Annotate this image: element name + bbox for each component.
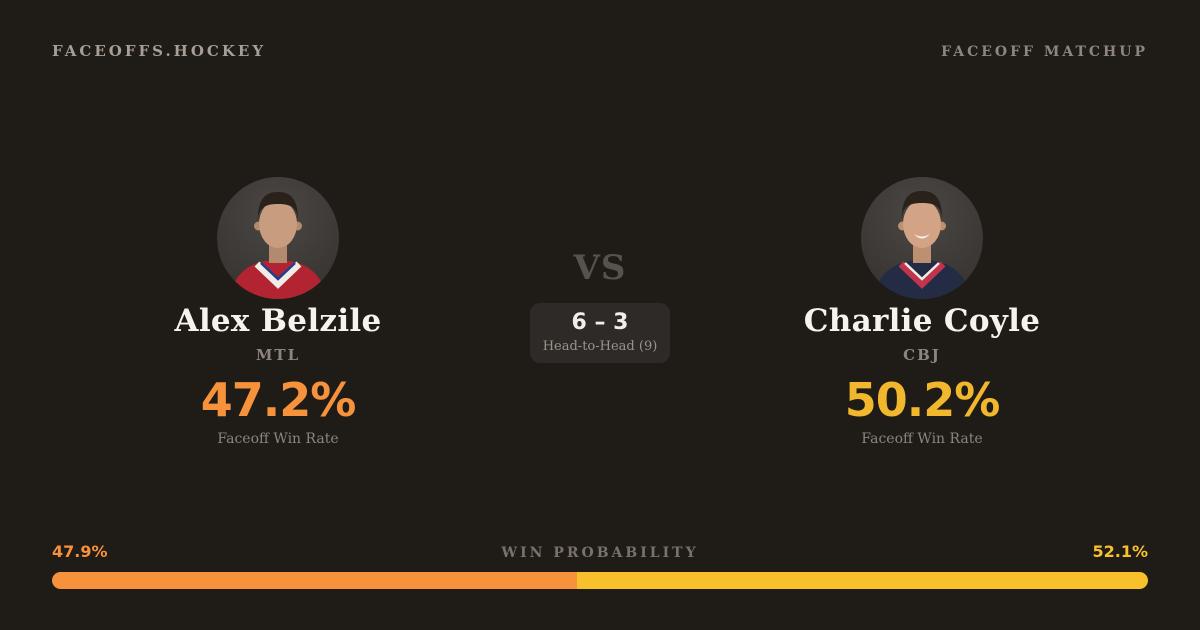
win-probability-labels: 47.9% WIN PROBABILITY 52.1% (52, 542, 1148, 561)
page-title: FACEOFF MATCHUP (941, 44, 1148, 60)
win-probability-right-value: 52.1% (1092, 542, 1148, 561)
probability-bar-left-segment (52, 572, 577, 589)
player-avatar-right (861, 177, 983, 299)
player-card-right: Charlie Coyle CBJ 50.2% Faceoff Win Rate (762, 177, 1082, 447)
player-portrait-illustration (874, 191, 970, 299)
probability-bar-right-segment (576, 572, 1148, 589)
win-probability-title: WIN PROBABILITY (501, 545, 699, 561)
header: FACEOFFS.HOCKEY FACEOFF MATCHUP (52, 42, 1148, 60)
player-team-right: CBJ (903, 345, 941, 364)
faceoff-win-rate-label-left: Faceoff Win Rate (217, 430, 339, 447)
player-team-left: MTL (255, 345, 301, 364)
vs-label: VS (573, 248, 627, 288)
player-name-right: Charlie Coyle (803, 303, 1041, 339)
head-to-head-score: 6 – 3 (571, 310, 629, 335)
faceoff-win-rate-label-right: Faceoff Win Rate (861, 430, 983, 447)
brand-wordmark: FACEOFFS.HOCKEY (52, 42, 267, 60)
faceoff-win-rate-left: 47.2% (200, 372, 357, 427)
head-to-head-box: 6 – 3 Head-to-Head (9) (530, 303, 670, 363)
player-card-left: Alex Belzile MTL 47.2% Faceoff Win Rate (118, 177, 438, 447)
player-name-left: Alex Belzile (174, 303, 382, 339)
player-portrait-illustration (230, 192, 326, 299)
faceoff-win-rate-right: 50.2% (844, 372, 1001, 427)
win-probability-left-value: 47.9% (52, 542, 108, 561)
head-to-head-label: Head-to-Head (9) (542, 339, 658, 354)
win-probability-section: 47.9% WIN PROBABILITY 52.1% (52, 542, 1148, 589)
win-probability-bar (52, 572, 1148, 589)
player-avatar-left (217, 177, 339, 299)
